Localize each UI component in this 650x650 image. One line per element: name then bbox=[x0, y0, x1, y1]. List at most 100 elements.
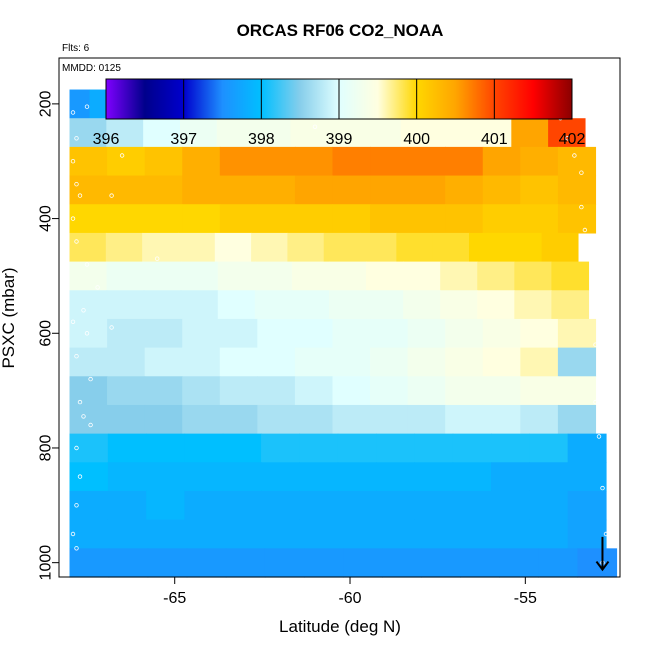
heatmap-cell bbox=[142, 232, 180, 263]
heatmap-cell bbox=[143, 261, 182, 291]
colorbar-tick-label: 401 bbox=[481, 131, 508, 148]
heatmap-cell bbox=[146, 490, 186, 521]
heatmap-cell bbox=[567, 433, 607, 463]
heatmap-cell bbox=[107, 519, 147, 549]
heatmap-cell bbox=[364, 118, 402, 148]
heatmap-cell bbox=[257, 175, 296, 205]
heatmap-cell bbox=[184, 462, 224, 492]
heatmap-cell bbox=[261, 490, 301, 521]
heatmap-cell bbox=[69, 462, 109, 492]
flight-track-point bbox=[95, 285, 100, 290]
heatmap-cell bbox=[499, 548, 539, 578]
y-tick-label: 600 bbox=[38, 320, 55, 347]
heatmap-cell bbox=[69, 490, 109, 521]
heatmap-cell bbox=[551, 290, 590, 320]
descent-arrow bbox=[595, 536, 610, 572]
heatmap-cell bbox=[287, 232, 325, 263]
heatmap-cell bbox=[370, 347, 409, 377]
heatmap-cell bbox=[491, 519, 530, 549]
heatmap-cell bbox=[514, 261, 552, 291]
heatmap-cell bbox=[460, 548, 500, 578]
flight-track-point bbox=[74, 546, 79, 551]
heatmap-cell bbox=[69, 548, 110, 578]
heatmap-cell bbox=[332, 175, 371, 205]
heatmap-cell bbox=[69, 118, 107, 148]
heatmap-cell bbox=[294, 175, 334, 205]
heatmap-cell bbox=[482, 404, 521, 435]
heatmap-cell bbox=[520, 376, 559, 406]
heatmap-cell bbox=[557, 175, 597, 205]
heatmap-cell bbox=[217, 261, 256, 291]
heatmap-cell bbox=[294, 204, 334, 234]
heatmap-cell bbox=[182, 204, 221, 234]
heatmap-cell bbox=[491, 490, 530, 521]
heatmap-cell bbox=[370, 404, 409, 435]
heatmap-cell bbox=[520, 404, 559, 435]
heatmap-cell bbox=[414, 519, 454, 549]
arrow-head bbox=[595, 560, 610, 572]
heatmap-cell bbox=[261, 519, 301, 549]
heatmap-cell bbox=[491, 433, 530, 463]
heatmap-cell bbox=[327, 118, 365, 148]
heatmap-cell bbox=[407, 404, 446, 435]
heatmap-cell bbox=[445, 204, 484, 234]
heatmap-cell bbox=[332, 146, 371, 177]
heatmap-cell bbox=[482, 376, 521, 406]
chart-annotation: MMDD: 0125 bbox=[62, 63, 121, 74]
colorbar-tick-label: 396 bbox=[93, 131, 120, 148]
heatmap-cell bbox=[452, 490, 492, 521]
heatmap-cell bbox=[69, 347, 108, 377]
y-axis: 200 400 600 800 1000 bbox=[38, 90, 59, 580]
heatmap-cell bbox=[107, 347, 146, 377]
flight-track-point bbox=[579, 204, 584, 210]
flight-track-point bbox=[74, 503, 79, 508]
heatmap-cell bbox=[332, 318, 371, 349]
heatmap-cell bbox=[69, 232, 107, 263]
heatmap-cell bbox=[376, 490, 415, 521]
heatmap-cell bbox=[144, 146, 183, 177]
heatmap-cell bbox=[107, 490, 147, 521]
heatmap-cell bbox=[144, 204, 183, 234]
x-tick-label: -55 bbox=[514, 590, 537, 607]
flight-track-point bbox=[88, 422, 93, 428]
heatmap-cell bbox=[178, 232, 216, 263]
heatmap-cell bbox=[182, 146, 221, 177]
heatmap-cell bbox=[261, 433, 301, 463]
heatmap-cell bbox=[557, 376, 597, 406]
heatmap-cell bbox=[452, 462, 492, 492]
heatmap-cell bbox=[264, 548, 305, 578]
flight-track-point bbox=[189, 138, 195, 144]
heatmap-cell bbox=[261, 462, 301, 492]
heatmap-cell bbox=[219, 146, 258, 177]
colorbar-tick-label: 399 bbox=[326, 131, 353, 148]
heatmap-cell bbox=[294, 376, 334, 406]
heatmap-cell bbox=[337, 462, 377, 492]
x-axis-label: Latitude (deg N) bbox=[279, 617, 401, 636]
heatmap-cell bbox=[445, 376, 484, 406]
flight-track-point bbox=[70, 110, 76, 115]
heatmap-cell bbox=[219, 204, 258, 234]
heatmap-cell bbox=[219, 318, 258, 349]
flight-track-point bbox=[84, 104, 90, 109]
flight-track-point bbox=[74, 136, 79, 141]
heatmap-cell bbox=[440, 290, 478, 320]
flight-track-point bbox=[84, 262, 90, 267]
heatmap-cell bbox=[225, 548, 266, 578]
heatmap-cell bbox=[254, 290, 293, 320]
heatmap-cell bbox=[400, 118, 439, 148]
heatmap-cells bbox=[69, 89, 618, 578]
heatmap-cell bbox=[414, 462, 454, 492]
flight-track-point bbox=[88, 376, 93, 382]
heatmap-cell bbox=[299, 490, 339, 521]
heatmap-cell bbox=[370, 376, 409, 406]
heatmap-cell bbox=[254, 261, 293, 291]
heatmap-cell bbox=[548, 118, 586, 148]
heatmap-cell bbox=[107, 376, 146, 406]
heatmap-cell bbox=[482, 146, 521, 177]
heatmap-cell bbox=[343, 548, 383, 578]
heatmap-cell bbox=[557, 318, 597, 349]
flight-track-point bbox=[74, 445, 79, 451]
heatmap-cell bbox=[257, 376, 296, 406]
colorbar-tick-label: 398 bbox=[248, 131, 275, 148]
flight-track-point bbox=[596, 434, 602, 439]
